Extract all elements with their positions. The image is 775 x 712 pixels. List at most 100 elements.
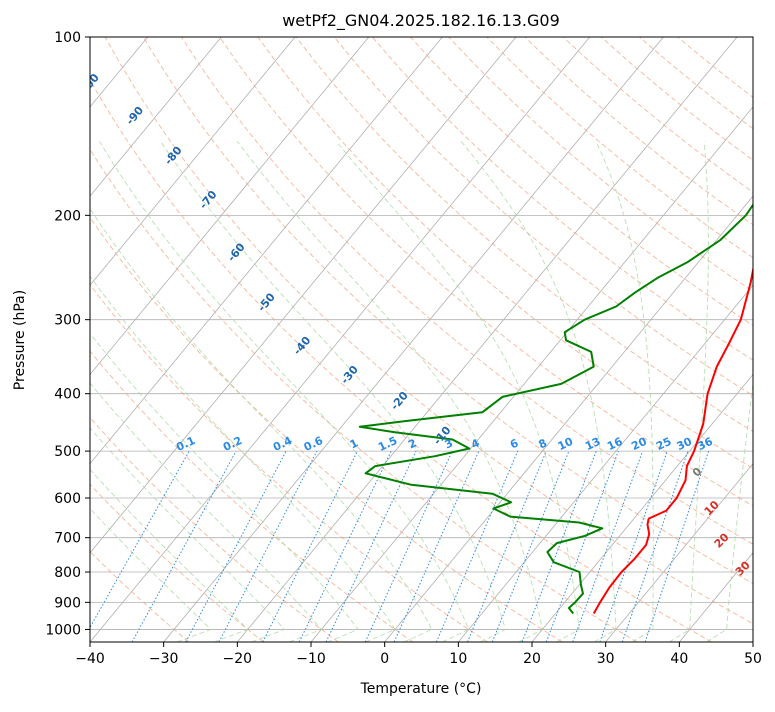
moist-adiabat-line <box>161 141 506 642</box>
mixing-ratio-line <box>186 451 286 642</box>
moist-adiabat-label: 20 <box>712 530 732 550</box>
chart-title: wetPf2_GN04.2025.182.16.13.G09 <box>282 11 560 31</box>
mixing-ratio-line <box>645 451 708 642</box>
y-axis-label: Pressure (hPa) <box>12 290 28 390</box>
dry-adiabat-line <box>29 37 637 642</box>
y-tick-label: 800 <box>54 565 81 581</box>
moist-adiabat-label: 10 <box>702 498 722 518</box>
x-tick-label: −30 <box>149 651 179 667</box>
mixing-ratio-label: 2 <box>406 436 418 451</box>
mixing-ratio-label: 6 <box>508 436 521 451</box>
mixing-ratio-label: 20 <box>629 435 649 453</box>
dry-adiabat-label: -50 <box>255 290 278 314</box>
mixing-ratio-label: 25 <box>654 435 673 453</box>
isotherm-line <box>16 37 516 642</box>
x-tick-label: −40 <box>75 651 105 667</box>
mixing-ratio-label: 30 <box>675 435 695 453</box>
dry-adiabat-line <box>0 37 338 642</box>
moist-adiabat-line <box>100 141 469 642</box>
isotherm-line <box>90 37 590 642</box>
mixing-ratio-line <box>299 451 391 642</box>
isotherm-line <box>458 37 775 642</box>
y-tick-label: 900 <box>54 595 81 611</box>
temperature-profile-line <box>594 37 775 614</box>
isotherm-line <box>0 37 442 642</box>
isotherm-line <box>311 37 775 642</box>
moist-adiabat-line <box>669 141 708 642</box>
moist-adiabat-label: 0 <box>690 465 705 480</box>
mixing-ratio-line <box>436 451 517 642</box>
dry-adiabat-label: -40 <box>291 334 314 358</box>
moist-adiabat-line <box>50 141 432 642</box>
mixing-ratio-label: 13 <box>583 435 602 453</box>
mixing-ratio-label: 10 <box>556 435 576 453</box>
x-tick-label: 50 <box>744 651 762 667</box>
x-tick-label: 10 <box>449 651 467 667</box>
mixing-ratio-line <box>219 451 317 642</box>
y-tick-label: 700 <box>54 531 81 547</box>
y-tick-label: 600 <box>54 491 81 507</box>
dry-adiabat-label: -100 <box>74 71 102 101</box>
dry-adiabat-line <box>105 37 775 642</box>
dry-adiabat-line <box>639 37 775 642</box>
dry-adiabat-line <box>0 37 488 642</box>
mixing-ratio-line <box>492 451 569 642</box>
isotherm-line <box>237 37 737 642</box>
x-tick-label: 40 <box>670 651 688 667</box>
moist-adiabat-label: 30 <box>733 558 753 578</box>
dry-adiabat-line <box>0 37 562 642</box>
dry-adiabat-line <box>372 37 775 642</box>
y-tick-label: 500 <box>54 444 81 460</box>
dewpoint-profile-line <box>360 37 775 614</box>
dry-adiabat-label: -20 <box>388 389 411 413</box>
x-tick-label: −10 <box>296 651 326 667</box>
moist-adiabat-line <box>461 141 616 642</box>
moist-adiabat-line <box>0 141 321 642</box>
mixing-ratio-line <box>600 451 667 642</box>
y-tick-label: 1000 <box>45 622 81 638</box>
moist-adiabat-line <box>596 141 653 642</box>
y-tick-label: 400 <box>54 387 81 403</box>
isotherm-line <box>606 37 775 642</box>
moist-adiabat-label: 40 <box>756 584 775 604</box>
dry-adiabat-line <box>449 37 775 642</box>
x-axis-label: Temperature (°C) <box>360 681 482 697</box>
mixing-ratio-line <box>82 451 189 642</box>
isotherm-line <box>679 37 775 642</box>
moist-adiabat-line <box>237 141 542 642</box>
mixing-ratio-label: 1 <box>348 436 360 451</box>
dry-adiabat-line <box>0 37 413 642</box>
mixing-ratio-line <box>573 451 643 642</box>
isotherm-line <box>0 37 369 642</box>
mixing-ratio-line <box>394 451 479 642</box>
dry-adiabat-line <box>563 37 775 642</box>
series-layer <box>360 37 775 614</box>
y-tick-label: 200 <box>54 208 81 224</box>
dry-adiabat-label: -60 <box>225 240 248 264</box>
dry-adiabat-label: -80 <box>162 144 185 168</box>
x-tick-label: 20 <box>523 651 541 667</box>
dry-adiabat-label: -90 <box>123 104 146 128</box>
y-tick-label: 300 <box>54 313 81 329</box>
dry-adiabat-line <box>411 37 775 642</box>
grid-layer <box>0 37 775 642</box>
isotherm-line <box>0 37 221 642</box>
y-tick-label: 100 <box>54 30 81 46</box>
moist-adiabat-line <box>0 141 284 642</box>
isotherm-line <box>164 37 664 642</box>
mixing-ratio-line <box>468 451 547 642</box>
dry-adiabat-line <box>0 37 264 642</box>
isotherm-line <box>753 37 775 642</box>
dry-adiabat-line <box>525 37 775 642</box>
moist-adiabat-line <box>0 141 248 642</box>
mixing-ratio-label: 8 <box>537 436 549 451</box>
mixing-ratio-label: 16 <box>605 435 625 453</box>
x-tick-label: 30 <box>597 651 615 667</box>
dry-adiabat-line <box>182 37 775 642</box>
mixing-ratio-line <box>263 451 358 642</box>
mixing-ratio-label: 3 <box>443 436 455 451</box>
